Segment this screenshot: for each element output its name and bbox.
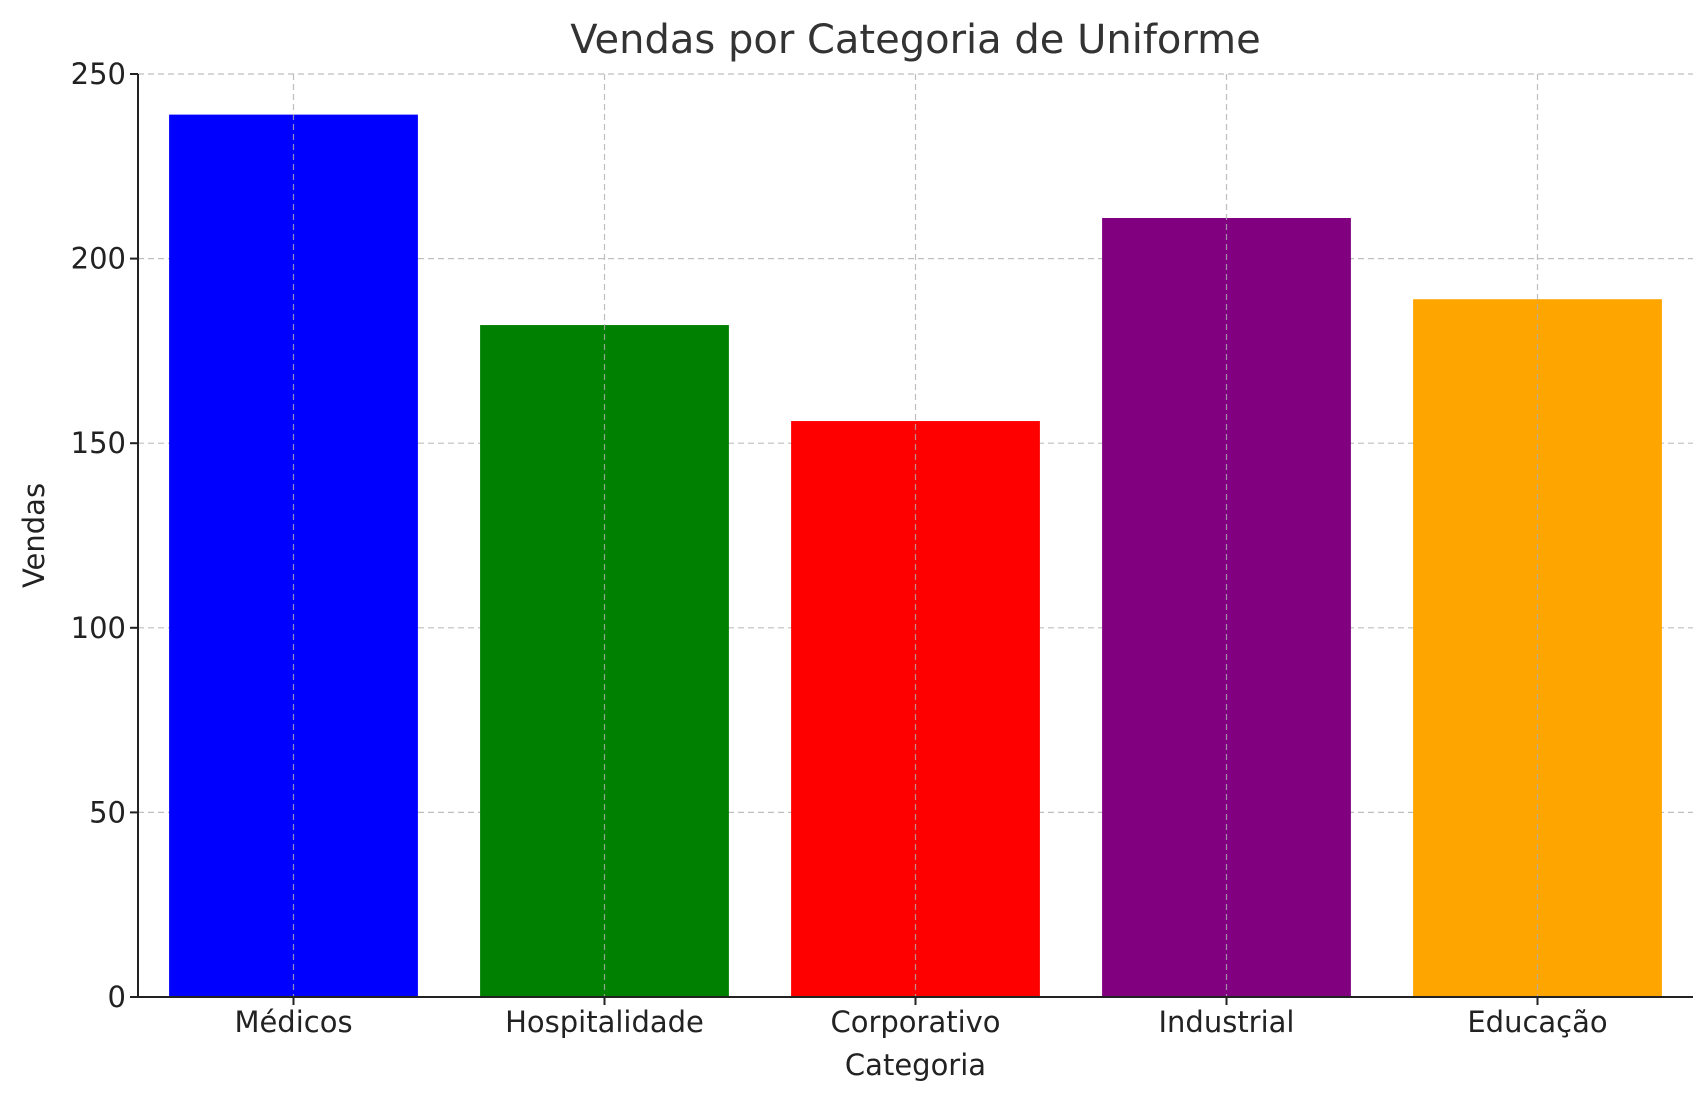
y-tick-label: 250: [71, 57, 126, 91]
x-tick-label: Educação: [1467, 1005, 1607, 1039]
y-tick-label: 100: [71, 611, 126, 645]
x-tick-label: Hospitalidade: [505, 1005, 704, 1039]
y-axis-ticks: 0 50 100 150 200 250: [71, 57, 138, 1014]
x-tick-label: Industrial: [1158, 1005, 1294, 1039]
y-tick-label: 0: [108, 980, 126, 1014]
x-tick-label: Corporativo: [830, 1005, 1000, 1039]
y-axis-label: Vendas: [17, 483, 51, 588]
y-tick-label: 50: [89, 795, 126, 829]
chart-title: Vendas por Categoria de Uniforme: [570, 17, 1260, 63]
x-axis-label: Categoria: [845, 1048, 986, 1082]
x-axis-ticks: Médicos Hospitalidade Corporativo Industria…: [234, 997, 1608, 1039]
y-tick-label: 200: [71, 242, 126, 276]
grid-overlay: [292, 74, 1539, 997]
x-tick-label: Médicos: [234, 1005, 352, 1039]
y-tick-label: 150: [71, 426, 126, 460]
